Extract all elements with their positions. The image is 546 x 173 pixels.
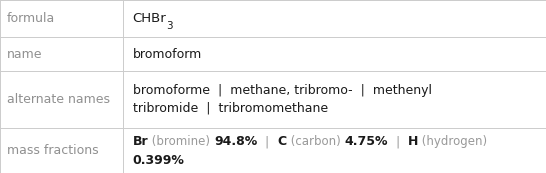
Text: H: H — [408, 135, 418, 148]
Text: (hydrogen): (hydrogen) — [418, 135, 488, 148]
Text: (bromine): (bromine) — [149, 135, 214, 148]
Text: 94.8%: 94.8% — [214, 135, 257, 148]
Text: |: | — [388, 135, 408, 148]
Text: |: | — [257, 135, 277, 148]
Text: alternate names: alternate names — [7, 93, 110, 106]
Text: 4.75%: 4.75% — [344, 135, 388, 148]
Text: 0.399%: 0.399% — [133, 154, 185, 167]
Text: name: name — [7, 48, 42, 61]
Text: 3: 3 — [167, 21, 173, 31]
Text: bromoform: bromoform — [133, 48, 202, 61]
Text: (carbon): (carbon) — [287, 135, 344, 148]
Text: C: C — [277, 135, 287, 148]
Text: formula: formula — [7, 12, 55, 25]
Text: CHBr: CHBr — [133, 12, 167, 25]
Text: bromoforme  |  methane, tribromo-  |  methenyl
tribromide  |  tribromomethane: bromoforme | methane, tribromo- | methen… — [133, 84, 432, 115]
Text: mass fractions: mass fractions — [7, 144, 98, 157]
Text: Br: Br — [133, 135, 149, 148]
